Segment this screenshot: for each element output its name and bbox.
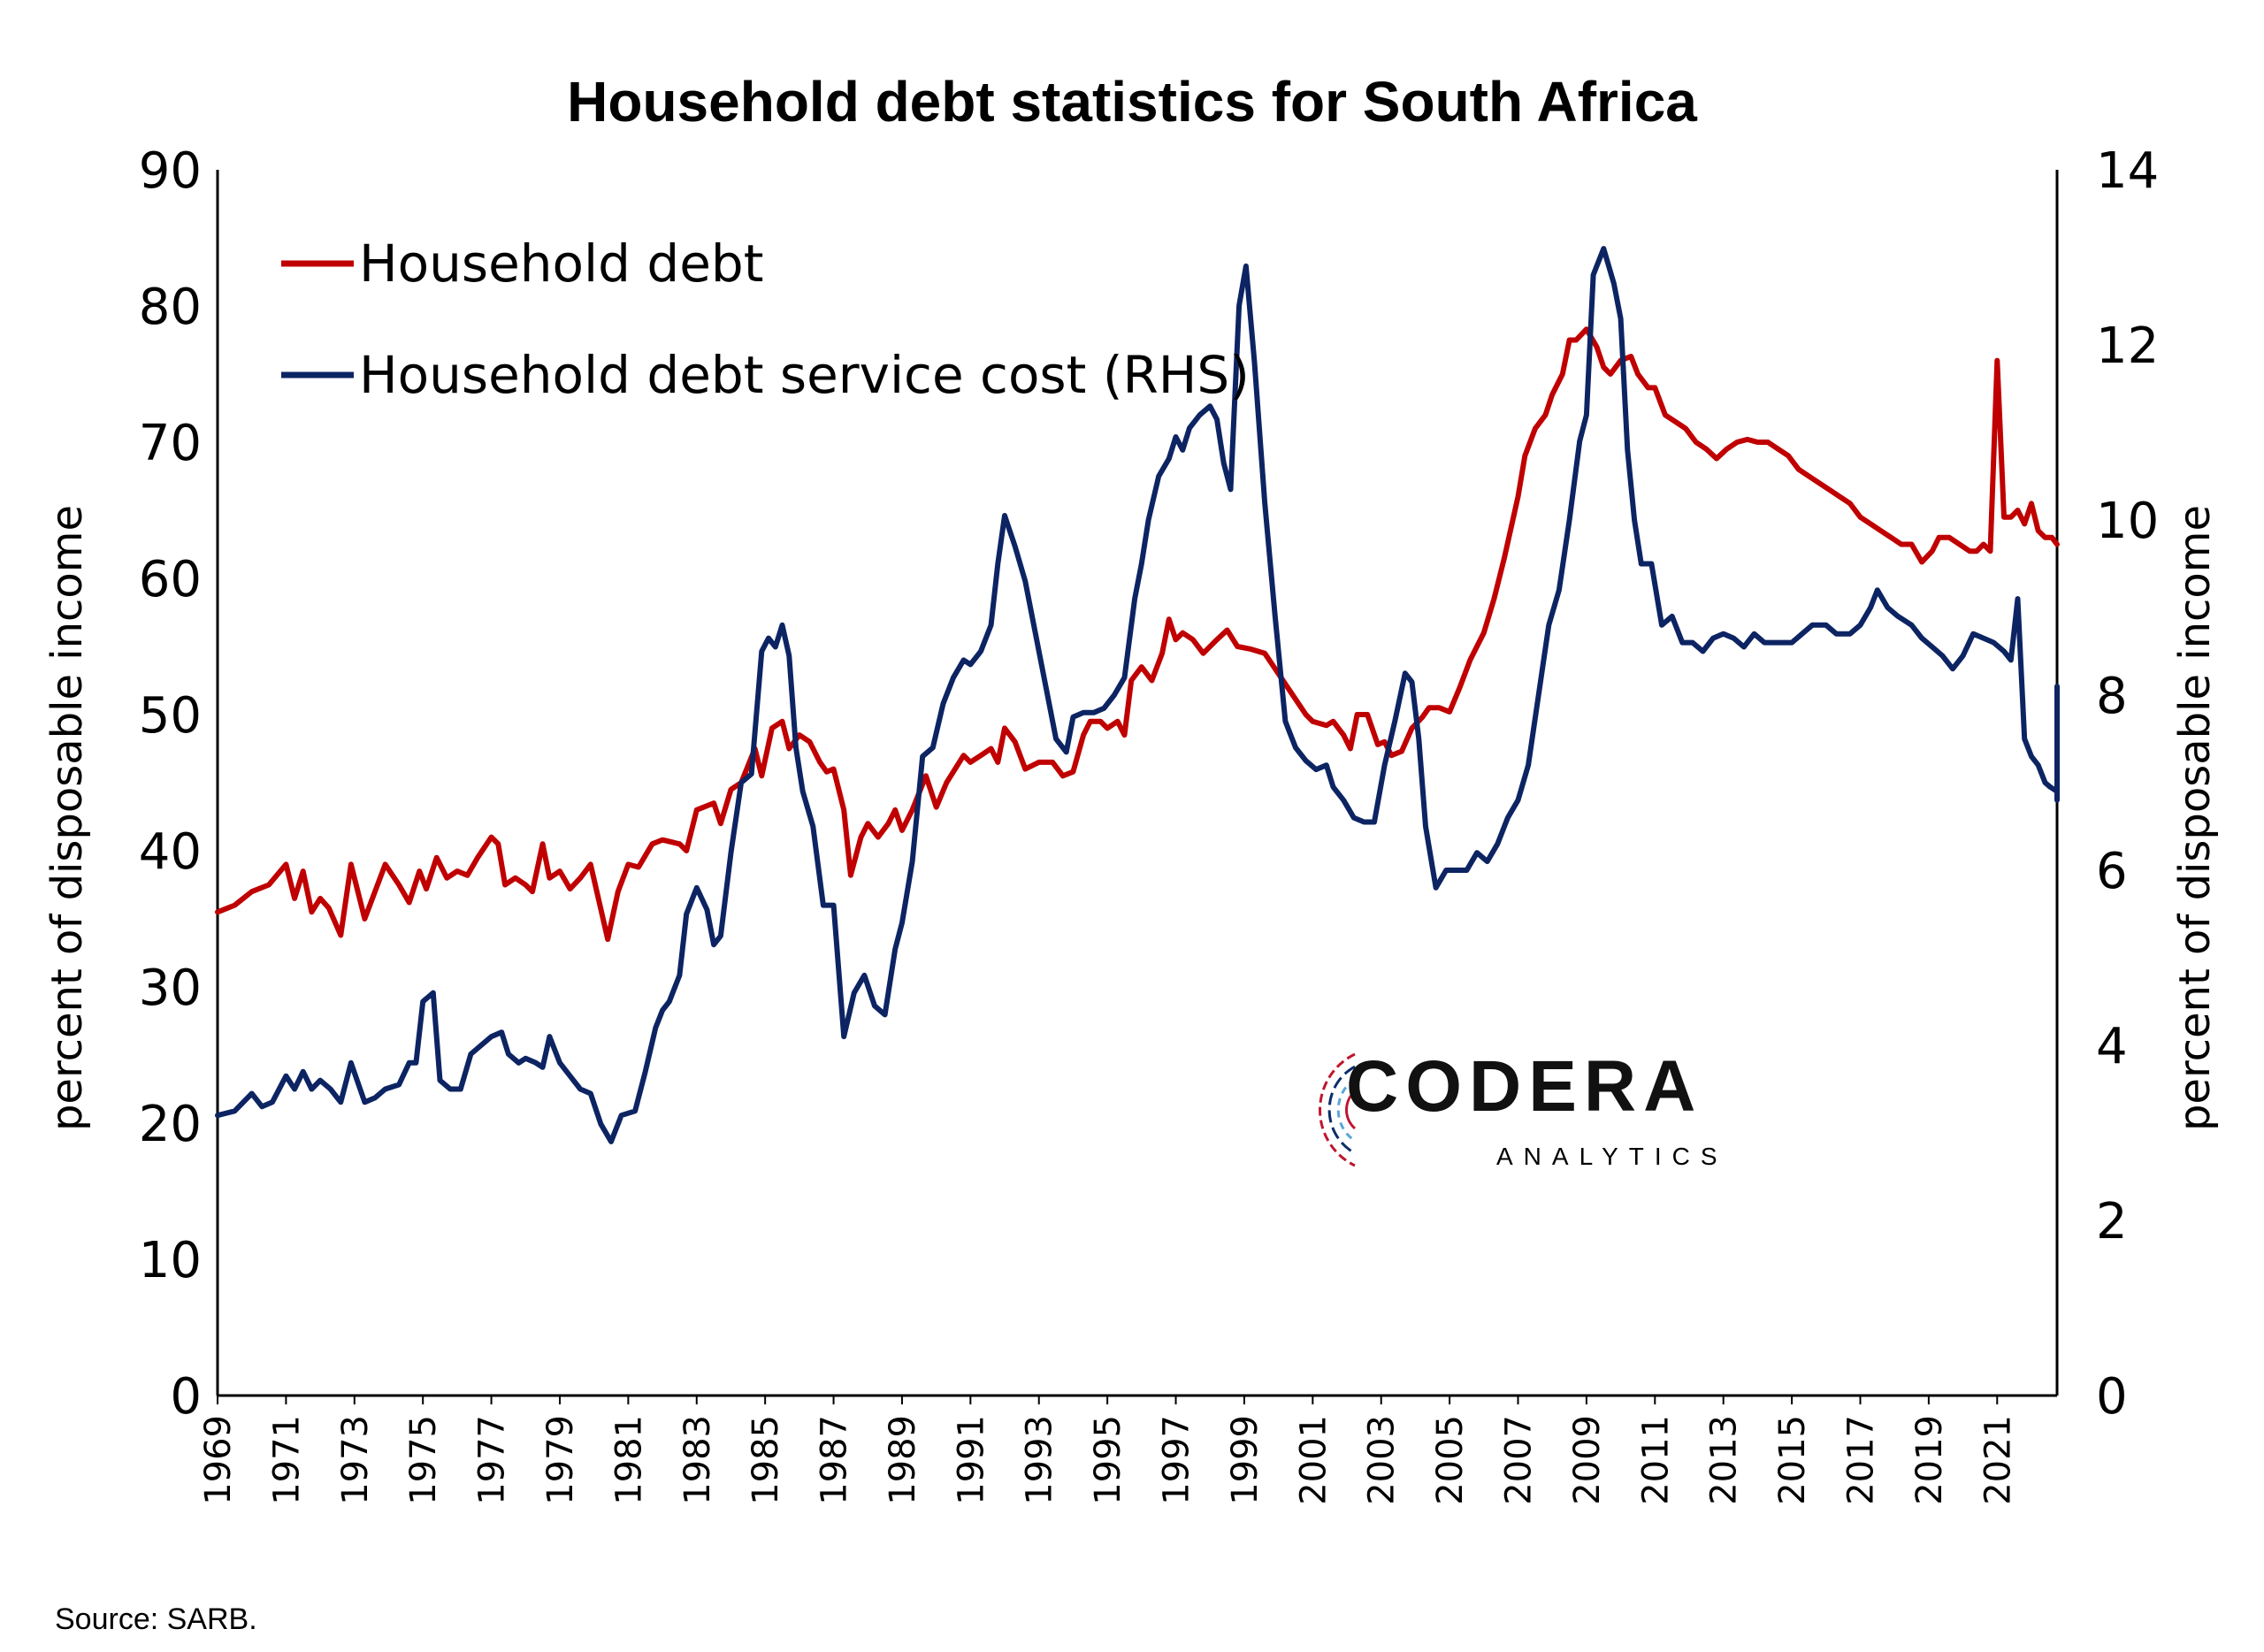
x-tick-label: 1983 bbox=[677, 1415, 718, 1505]
y-tick-label-right: 6 bbox=[2096, 843, 2128, 900]
x-tick-label: 2005 bbox=[1430, 1415, 1471, 1505]
x-tick-label: 1999 bbox=[1225, 1415, 1266, 1505]
y-tick-label-left: 80 bbox=[139, 279, 202, 336]
x-tick-label: 2017 bbox=[1840, 1415, 1881, 1505]
x-tick-label: 1971 bbox=[266, 1415, 307, 1505]
y-tick-label-left: 40 bbox=[139, 823, 202, 881]
x-tick-label: 1989 bbox=[883, 1415, 923, 1505]
y-tick-label-right: 2 bbox=[2096, 1193, 2128, 1250]
y-tick-label-right: 8 bbox=[2096, 668, 2128, 725]
x-tick-label: 1993 bbox=[1020, 1415, 1060, 1505]
x-tick-label: 2013 bbox=[1704, 1415, 1745, 1505]
y-axis-title-right: percent of disposable income bbox=[2170, 505, 2220, 1131]
legend-label-debt-service: Household debt service cost (RHS) bbox=[359, 345, 1250, 405]
x-tick-label: 1995 bbox=[1088, 1415, 1128, 1505]
x-tick-label: 1981 bbox=[608, 1415, 649, 1505]
x-tick-label: 1973 bbox=[335, 1415, 376, 1505]
y-tick-label-right: 14 bbox=[2096, 142, 2159, 200]
x-tick-label: 1991 bbox=[951, 1415, 991, 1505]
y-tick-label-left: 0 bbox=[170, 1368, 202, 1426]
y-tick-label-right: 0 bbox=[2096, 1368, 2128, 1426]
y-tick-label-left: 50 bbox=[139, 687, 202, 745]
x-tick-label: 2003 bbox=[1362, 1415, 1403, 1505]
household-debt-line bbox=[215, 326, 2060, 943]
x-tick-label: 2011 bbox=[1635, 1415, 1676, 1505]
x-tick-label: 1987 bbox=[815, 1415, 855, 1505]
legend-label-household-debt: Household debt bbox=[359, 233, 763, 294]
debt-service-cost-line bbox=[215, 246, 2060, 1144]
x-tick-label: 2015 bbox=[1772, 1415, 1813, 1505]
x-tick-label: 1969 bbox=[198, 1415, 239, 1505]
chart-legend: Household debt Household debt service cos… bbox=[281, 233, 1250, 405]
y-axis-title-left: percent of disposable income bbox=[42, 505, 92, 1131]
y-tick-label-left: 60 bbox=[139, 551, 202, 608]
x-tick-label: 1979 bbox=[540, 1415, 581, 1505]
y-tick-label-left: 10 bbox=[139, 1232, 202, 1289]
x-tick-label: 1997 bbox=[1157, 1415, 1197, 1505]
x-tick-label: 2021 bbox=[1977, 1415, 2018, 1505]
logo-subtitle: ANALYTICS bbox=[1496, 1143, 1728, 1170]
y-tick-label-right: 10 bbox=[2096, 493, 2159, 550]
logo-mark-icon bbox=[1319, 1052, 1357, 1167]
codera-logo: CODERA ANALYTICS bbox=[1300, 1044, 1725, 1185]
x-tick-label: 2001 bbox=[1293, 1415, 1334, 1505]
chart-axes: 0 10 20 30 40 50 60 70 80 90 0 2 4 6 8 10 12 14 1969 1971 19… bbox=[42, 142, 2220, 1505]
source-note: Source: SARB. bbox=[55, 1602, 257, 1636]
chart-series bbox=[215, 246, 2060, 1144]
x-tick-label: 2007 bbox=[1499, 1415, 1540, 1505]
chart-title: Household debt statistics for South Afri… bbox=[567, 70, 1697, 134]
y-tick-label-left: 70 bbox=[139, 415, 202, 472]
y-tick-label-right: 4 bbox=[2096, 1018, 2128, 1075]
logo-wordmark: CODERA bbox=[1346, 1046, 1703, 1127]
x-tick-label: 1985 bbox=[746, 1415, 786, 1505]
x-tick-label: 1977 bbox=[472, 1415, 513, 1505]
x-tick-label: 1975 bbox=[403, 1415, 444, 1505]
y-tick-label-left: 90 bbox=[139, 142, 202, 200]
x-tick-label: 2019 bbox=[1909, 1415, 1950, 1505]
y-tick-label-left: 20 bbox=[139, 1096, 202, 1153]
x-tick-label: 2009 bbox=[1567, 1415, 1608, 1505]
y-tick-label-left: 30 bbox=[139, 960, 202, 1017]
y-tick-label-right: 12 bbox=[2096, 317, 2159, 375]
